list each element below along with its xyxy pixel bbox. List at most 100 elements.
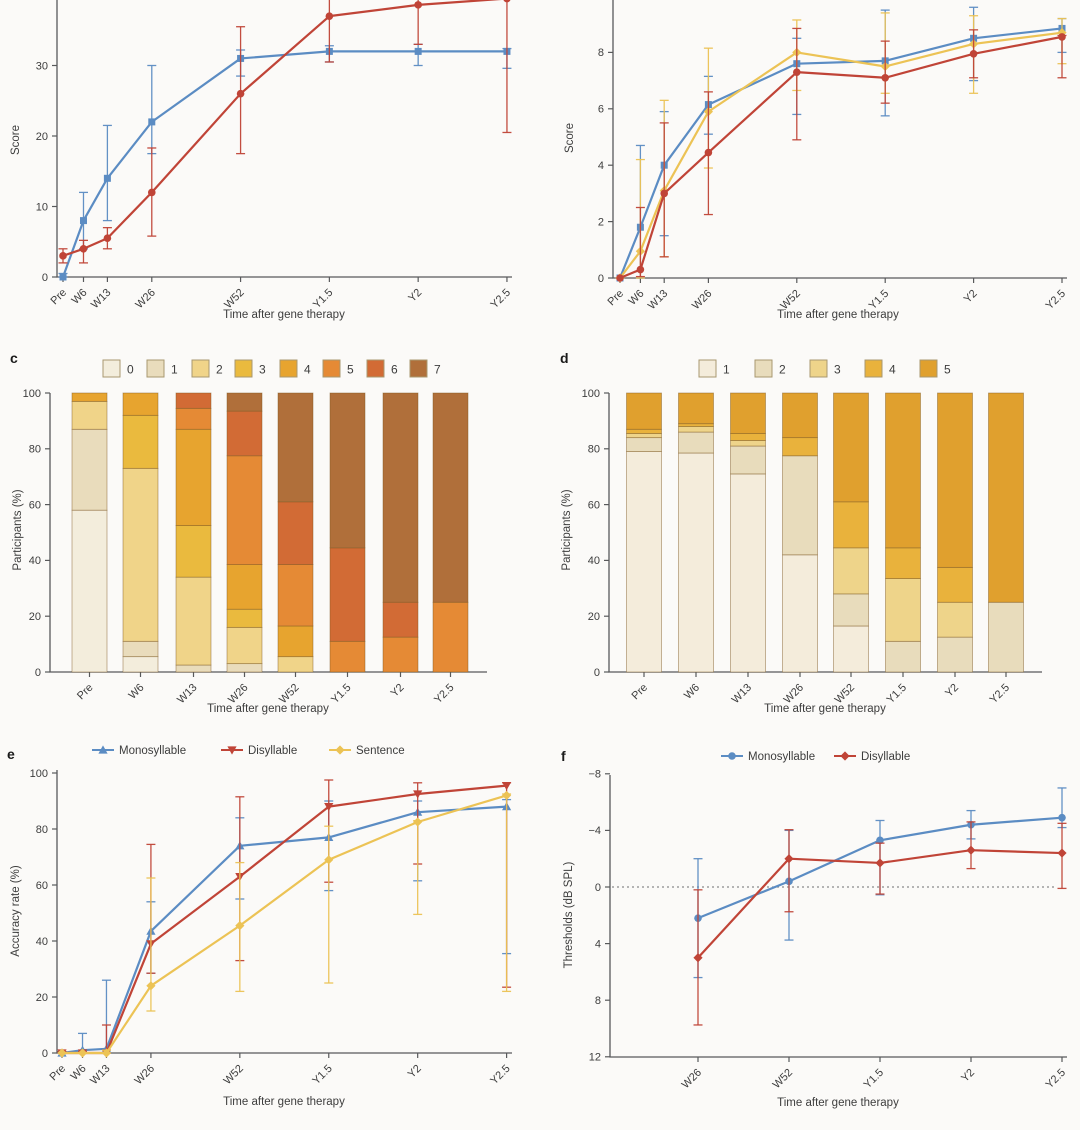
- svg-text:80: 80: [588, 444, 600, 456]
- svg-text:W52: W52: [222, 287, 246, 311]
- svg-text:7: 7: [434, 363, 441, 377]
- svg-text:6: 6: [391, 363, 398, 377]
- svg-text:W13: W13: [88, 1063, 112, 1087]
- svg-text:5: 5: [944, 363, 951, 377]
- panel-label-d: d: [560, 350, 569, 366]
- svg-text:0: 0: [594, 667, 600, 679]
- svg-text:20: 20: [588, 611, 600, 623]
- svg-text:W6: W6: [68, 1063, 88, 1083]
- svg-text:60: 60: [588, 499, 600, 511]
- x-axis-title-c: Time after gene therapy: [207, 703, 329, 715]
- svg-text:2: 2: [598, 216, 604, 228]
- svg-text:100: 100: [582, 388, 600, 400]
- svg-text:0: 0: [598, 273, 604, 285]
- svg-text:Y2: Y2: [406, 1063, 424, 1081]
- panel-label-c: c: [10, 350, 18, 366]
- svg-text:5: 5: [347, 363, 354, 377]
- svg-text:Pre: Pre: [49, 287, 70, 308]
- svg-text:Y1.5: Y1.5: [311, 287, 335, 311]
- svg-text:Y2: Y2: [406, 287, 424, 305]
- svg-text:12: 12: [589, 1052, 601, 1064]
- y-axis-title-c: Participants (%): [12, 489, 24, 571]
- svg-text:0: 0: [42, 272, 48, 284]
- x-axis-title-d: Time after gene therapy: [764, 703, 886, 715]
- svg-text:Monosyllable: Monosyllable: [119, 745, 186, 757]
- svg-text:Y2: Y2: [389, 682, 407, 700]
- svg-text:W6: W6: [626, 288, 646, 308]
- svg-text:Pre: Pre: [48, 1063, 69, 1084]
- svg-text:Y2.5: Y2.5: [432, 682, 456, 706]
- svg-text:0: 0: [42, 1048, 48, 1060]
- svg-text:0: 0: [595, 882, 601, 894]
- svg-text:8: 8: [595, 995, 601, 1007]
- svg-text:Y2.5: Y2.5: [988, 682, 1012, 706]
- svg-text:40: 40: [36, 936, 48, 948]
- svg-text:60: 60: [29, 499, 41, 511]
- svg-text:W26: W26: [680, 1067, 704, 1091]
- svg-text:80: 80: [29, 444, 41, 456]
- y-axis-title-f: Thresholds (dB SPL): [563, 861, 575, 969]
- x-axis-title-b: Time after gene therapy: [777, 309, 899, 321]
- svg-text:1: 1: [171, 363, 178, 377]
- panel-a-chart: 0 10 20 30 Pre W6 W13 W26 W52 Y1.5 Y2 Y2.5: [36, 0, 513, 311]
- svg-text:80: 80: [36, 824, 48, 836]
- svg-text:40: 40: [588, 555, 600, 567]
- svg-text:Pre: Pre: [75, 682, 96, 703]
- svg-text:W13: W13: [646, 288, 670, 312]
- svg-text:Y2.5: Y2.5: [1044, 288, 1068, 312]
- svg-text:Y2.5: Y2.5: [1044, 1067, 1068, 1091]
- svg-text:W6: W6: [126, 682, 146, 702]
- svg-text:4: 4: [304, 363, 311, 377]
- svg-text:Y1.5: Y1.5: [310, 1063, 334, 1087]
- svg-text:20: 20: [36, 992, 48, 1004]
- panel-label-e: e: [7, 746, 15, 762]
- svg-text:40: 40: [29, 555, 41, 567]
- svg-text:Y1.5: Y1.5: [862, 1067, 886, 1091]
- y-axis-title-e: Accuracy rate (%): [10, 865, 22, 957]
- svg-text:Disyllable: Disyllable: [248, 745, 297, 757]
- svg-text:0: 0: [127, 363, 134, 377]
- y-axis-title-a: Score: [10, 124, 22, 156]
- svg-text:4: 4: [595, 938, 601, 950]
- svg-text:Sentence: Sentence: [356, 745, 405, 757]
- svg-text:Y2: Y2: [943, 682, 961, 700]
- svg-text:W26: W26: [133, 1063, 157, 1087]
- x-axis-title-a: Time after gene therapy: [223, 309, 345, 321]
- svg-text:Y2.5: Y2.5: [489, 287, 513, 311]
- svg-text:30: 30: [36, 60, 48, 72]
- svg-text:W26: W26: [133, 287, 157, 311]
- svg-text:20: 20: [29, 611, 41, 623]
- svg-text:Monosyllable: Monosyllable: [748, 751, 815, 763]
- svg-text:1: 1: [723, 363, 730, 377]
- svg-text:Y2: Y2: [959, 1067, 977, 1085]
- svg-text:W6: W6: [682, 682, 702, 702]
- svg-text:2: 2: [779, 363, 786, 377]
- svg-text:−8: −8: [588, 769, 601, 781]
- svg-text:100: 100: [23, 388, 41, 400]
- svg-text:3: 3: [259, 363, 266, 377]
- y-axis-title-d: Participants (%): [561, 489, 573, 571]
- svg-text:W52: W52: [771, 1067, 795, 1091]
- x-axis-title-e: Time after gene therapy: [223, 1096, 345, 1108]
- svg-text:Disyllable: Disyllable: [861, 751, 910, 763]
- svg-text:0: 0: [35, 667, 41, 679]
- panel-label-f: f: [561, 748, 566, 764]
- svg-text:100: 100: [30, 768, 48, 780]
- svg-text:Pre: Pre: [630, 682, 651, 703]
- y-axis-title-b: Score: [564, 122, 576, 154]
- svg-text:Pre: Pre: [606, 288, 627, 309]
- svg-text:10: 10: [36, 201, 48, 213]
- svg-text:6: 6: [598, 104, 604, 116]
- svg-text:3: 3: [834, 363, 841, 377]
- svg-text:Y2.5: Y2.5: [488, 1063, 512, 1087]
- panel-f-chart: −8 −4 0 4 8 12 W26 W52 Y1.5 Y2 Y2.5 Monosyllable Dis…: [588, 751, 1068, 1091]
- svg-text:W52: W52: [221, 1063, 245, 1087]
- x-axis-title-f: Time after gene therapy: [777, 1097, 899, 1109]
- svg-text:4: 4: [889, 363, 896, 377]
- svg-text:W6: W6: [69, 287, 89, 307]
- svg-text:W13: W13: [89, 287, 113, 311]
